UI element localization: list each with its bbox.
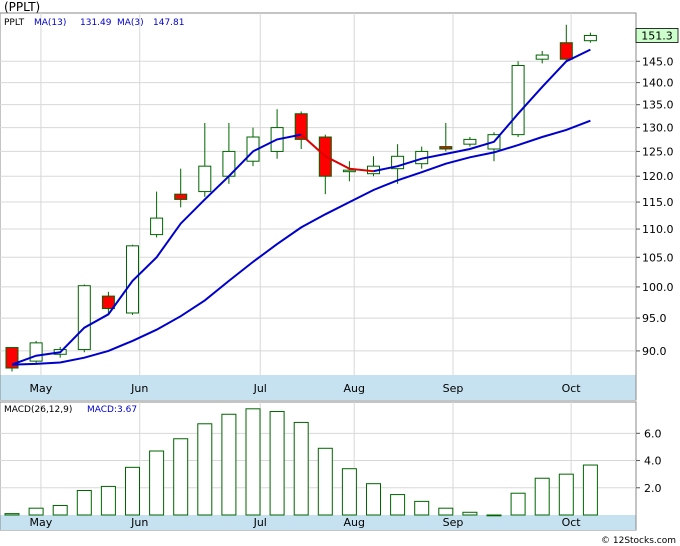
macd-bar	[366, 483, 381, 516]
candle-up	[535, 54, 549, 60]
macd-y-axis: 2.0 4.0 6.0	[636, 427, 662, 495]
macd-legend: MACD(26,12,9) MACD:3.67	[4, 405, 137, 415]
macd-bars	[4, 408, 598, 517]
macd-tick-label: 6.0	[644, 427, 662, 440]
price-tick-label: 110.0	[642, 223, 674, 236]
legend-symbol: PPLT	[4, 18, 25, 28]
candle-up	[126, 245, 139, 314]
macd-tick-label: 2.0	[644, 482, 662, 495]
macd-bar	[245, 408, 261, 516]
candle-up	[150, 217, 164, 236]
ma13-line	[11, 119, 591, 366]
macd-x-tick-label: Aug	[343, 516, 364, 529]
macd-bar	[510, 492, 526, 516]
price-legend: PPLT MA(13) 131.49 MA(3) 147.81	[4, 18, 185, 28]
legend-ma3-value: 147.81	[153, 18, 185, 28]
ma3-line	[373, 48, 591, 173]
macd-bar	[28, 507, 44, 516]
price-tick-label: 135.0	[642, 99, 674, 112]
macd-bar	[534, 477, 550, 516]
macd-legend-value: MACD:3.67	[87, 405, 137, 415]
ma3-line	[11, 133, 302, 366]
price-tick-label: 95.0	[642, 312, 667, 325]
price-tick-label: 130.0	[642, 122, 674, 135]
legend-ma3-label: MA(3)	[117, 18, 144, 28]
price-panel	[0, 12, 637, 401]
macd-bar	[197, 423, 213, 516]
macd-bar	[582, 464, 598, 516]
macd-x-tick-label: Jun	[130, 516, 148, 529]
price-tick-label: 125.0	[642, 145, 674, 158]
candle-up	[29, 342, 43, 362]
macd-tick-label: 4.0	[644, 455, 662, 468]
price-x-tick-label: Oct	[562, 382, 582, 395]
candle-down	[174, 193, 188, 200]
candle-up	[198, 165, 212, 193]
macd-bar	[173, 438, 189, 516]
macd-bar	[52, 504, 68, 516]
macd-bar	[414, 500, 430, 516]
chart-title: (PPLT)	[4, 0, 40, 14]
price-x-band	[0, 375, 636, 400]
price-tick-label: 140.0	[642, 77, 674, 90]
price-x-tick-label: May	[30, 382, 53, 395]
last-price-tag: 151.3	[635, 28, 679, 43]
macd-x-tick-label: Sep	[443, 516, 464, 529]
macd-bar	[293, 421, 309, 516]
legend-ma13-label: MA(13)	[34, 18, 66, 28]
price-x-tick-label: Jun	[130, 382, 148, 395]
price-x-axis: May Jun Jul Aug Sep Oct	[0, 375, 636, 400]
candle-down	[294, 113, 308, 140]
price-tick-label: 100.0	[642, 281, 674, 294]
macd-x-axis: May Jun Jul Aug Sep Oct	[0, 515, 636, 530]
price-x-tick-label: Jul	[253, 382, 267, 395]
price-x-tick-label: Aug	[343, 382, 364, 395]
macd-bar	[317, 447, 333, 516]
candle-up	[463, 138, 477, 145]
macd-x-band	[0, 515, 636, 530]
price-tick-label: 90.0	[642, 345, 667, 358]
candle-up	[342, 169, 356, 173]
price-grid	[0, 13, 636, 375]
price-tick-label: 115.0	[642, 196, 674, 209]
candle-up	[583, 34, 597, 42]
macd-bar	[221, 413, 237, 516]
macd-bar	[149, 450, 165, 516]
macd-bar	[486, 514, 502, 517]
macd-x-tick-label: Oct	[562, 516, 582, 529]
price-tick-label: 145.0	[642, 55, 674, 68]
price-y-axis: 90.0 95.0 100.0 105.0 110.0 115.0 120.0 125.0 13…	[636, 55, 674, 358]
macd-legend-label: MACD(26,12,9)	[4, 405, 72, 415]
watermark: © 12Stocks.com	[601, 536, 676, 546]
candle-up	[77, 285, 91, 351]
macd-x-tick-label: Jul	[253, 516, 267, 529]
macd-bar	[462, 511, 478, 516]
macd-bar	[4, 513, 20, 516]
candle-down	[439, 146, 453, 150]
macd-bar	[341, 468, 357, 516]
macd-bar	[100, 485, 116, 516]
macd-bar	[269, 411, 285, 516]
ma3-line-down-segment	[300, 133, 374, 173]
candle-down	[559, 42, 573, 60]
price-tick-label: 105.0	[642, 251, 674, 264]
candle-down	[101, 295, 115, 310]
macd-bar	[125, 466, 140, 516]
macd-bar	[558, 473, 574, 516]
macd-bar	[438, 507, 454, 516]
macd-x-tick-label: May	[30, 516, 53, 529]
price-tick-label: 120.0	[642, 170, 674, 183]
candle-up	[511, 64, 525, 136]
moving-averages	[11, 48, 591, 366]
legend-ma13-value: 131.49	[80, 18, 112, 28]
macd-bar	[76, 489, 92, 516]
macd-bar	[390, 494, 406, 516]
price-x-tick-label: Sep	[443, 382, 464, 395]
last-price-box	[635, 28, 679, 43]
last-price-label: 151.3	[641, 29, 673, 42]
